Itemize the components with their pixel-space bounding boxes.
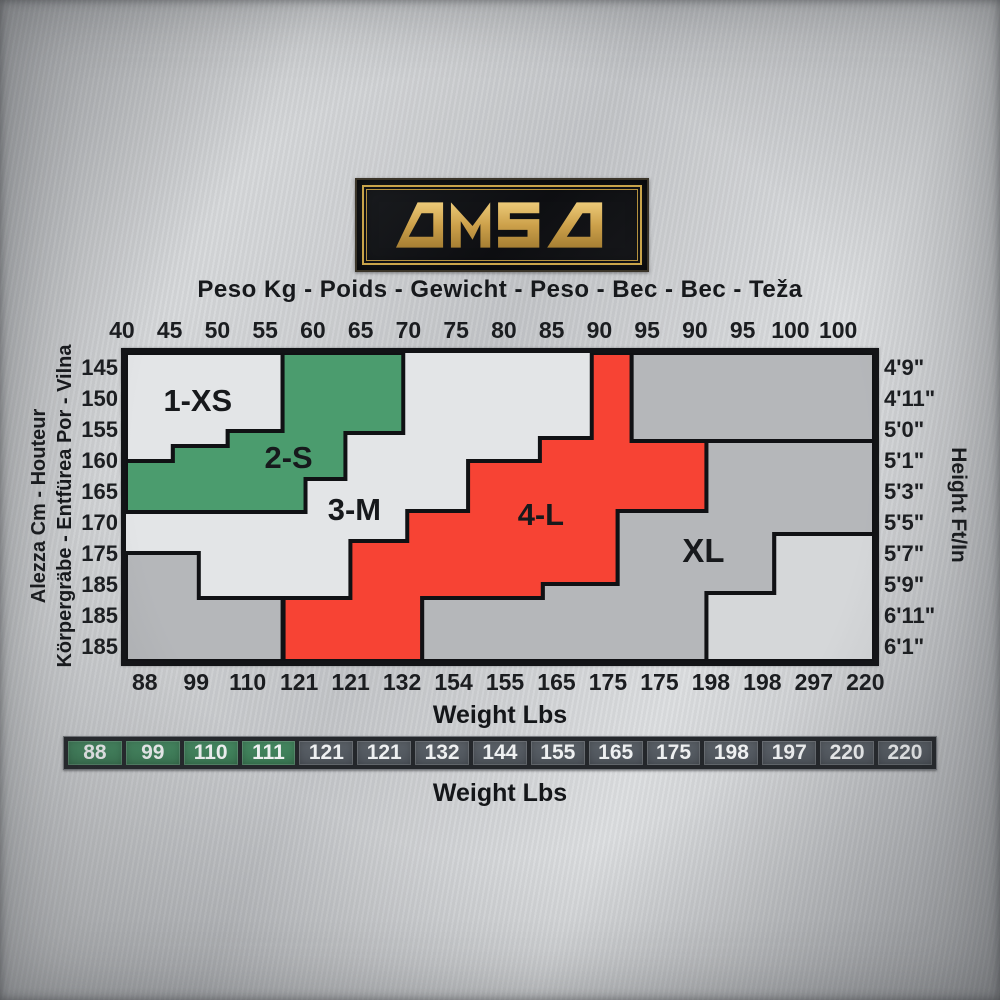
weight-bar-cell: 198 [704,741,759,765]
weight-lbs-label-bottom: Weight Lbs [432,779,568,807]
cm-tick: 145 [81,354,118,380]
kg-tick: 75 [443,317,469,343]
size-2s-label: 2-S [265,440,313,475]
size-chart-plot: 1-XS 2-S 3-M 4-L XL [121,348,879,666]
left-axis-title: Alezza Cm - Houteur Körpergräbe - Entfür… [26,306,80,706]
cm-tick: 155 [81,416,118,442]
block-bottom-left-region [126,551,285,661]
kg-tick: 45 [156,317,183,343]
block-top-right-region [629,353,874,443]
weight-bar-cell: 197 [762,741,817,765]
lbs-tick: 110 [229,669,267,695]
weight-bar-cell: 175 [646,741,701,765]
weight-bar-cell: 111 [241,741,296,765]
left-axis-title-line2: Körpergräbe - Entfürea Por - Vilna [54,344,76,668]
kg-tick: 95 [634,317,660,343]
lbs-tick: 99 [183,669,209,695]
top-axis-kg: 40 45 50 55 60 65 70 75 80 85 90 95 90 95 100 100 [98,317,862,344]
left-axis-cm: 145 150 155 160 165 170 175 185 185 185 [78,352,118,662]
cm-tick: 165 [81,478,118,504]
cm-tick: 175 [81,540,118,566]
lbs-tick: 175 [588,669,628,695]
ftin-tick: 5'1" [884,447,925,473]
cm-tick: 185 [81,571,118,597]
lbs-tick: 198 [743,669,782,695]
omsa-logo-frame [362,185,642,265]
kg-tick: 80 [491,317,517,343]
lbs-tick: 198 [691,669,731,695]
lbs-tick: 121 [331,669,370,695]
cm-tick: 185 [81,602,118,628]
lbs-tick: 220 [846,669,885,695]
kg-tick: 85 [538,317,565,343]
kg-tick: 90 [682,317,708,343]
ftin-tick: 5'9" [884,571,925,597]
kg-tick: 90 [586,317,613,343]
kg-tick: 70 [395,317,422,343]
ftin-tick: 4'11" [884,385,936,411]
kg-tick: 95 [729,317,756,343]
cm-tick: 160 [81,447,118,473]
kg-tick: 50 [204,317,231,343]
ftin-tick: 5'7" [884,540,925,566]
cm-tick: 150 [81,385,118,411]
weight-bar-cell: 220 [878,741,932,765]
lbs-tick: 155 [485,669,525,695]
weight-bar-cell: 88 [68,741,122,765]
omsa-logo [355,178,649,272]
ftin-tick: 6'1" [884,633,925,659]
cm-tick: 170 [81,509,118,535]
lbs-tick: 297 [794,669,834,695]
size-xl-label: XL [682,532,724,569]
bottom-axis-lbs: 88 99 110 121 121 132 154 155 165 175 175 198 198 297… [119,669,891,696]
weight-bar-cell: 132 [415,741,470,765]
kg-tick: 100 [771,317,810,343]
weight-bar-cell: 155 [530,741,585,765]
lbs-tick: 165 [537,669,576,695]
weight-bar-cell: 99 [125,741,180,765]
ftin-tick: 5'0" [884,416,925,442]
weight-kg-title: Peso Kg - Poids - Gewicht - Peso - Bec -… [197,276,803,303]
omsa-logo-letters [395,202,603,248]
weight-lbs-label-top: Weight Lbs [432,701,568,729]
block-bottom-right-region [704,532,874,661]
lbs-tick: 132 [382,669,422,695]
lbs-tick: 175 [640,669,679,695]
kg-tick: 65 [347,317,374,343]
weight-lbs-bar: 88 99 110 111 121 121 132 144 155 165 175 198 197 220… [63,736,937,770]
kg-tick: 55 [252,317,278,343]
kg-tick: 60 [300,317,326,343]
size-3m-label: 3-M [328,492,381,527]
kg-tick: 40 [109,317,135,343]
right-axis-title: Height Ft/In [947,447,970,563]
weight-bar-cell: 121 [357,741,412,765]
weight-bar-cell: 144 [473,741,527,765]
weight-bar-cell: 110 [183,741,238,765]
ftin-tick: 5'5" [884,509,925,535]
lbs-tick: 121 [279,669,319,695]
right-axis-ftin: 4'9" 4'11" 5'0" 5'1" 5'3" 5'5" 5'7" 5'9" 6'11" 6'… [884,352,942,662]
kg-tick: 100 [818,317,858,343]
size-4l-label: 4-L [518,497,564,532]
lbs-tick: 154 [434,669,473,695]
weight-bar-cell: 220 [820,741,875,765]
lbs-tick: 88 [131,669,158,695]
left-axis-title-line1: Alezza Cm - Houteur [28,408,50,604]
ftin-tick: 6'11" [884,602,936,628]
ftin-tick: 5'3" [884,478,925,504]
ftin-tick: 4'9" [884,354,925,380]
cm-tick: 185 [81,633,118,659]
size-2s-region [126,353,406,514]
weight-bar-cell: 121 [299,741,354,765]
size-regions-svg: 1-XS 2-S 3-M 4-L XL [126,353,874,661]
weight-bar-cell: 165 [588,741,643,765]
size-1xs-label: 1-XS [163,383,232,418]
